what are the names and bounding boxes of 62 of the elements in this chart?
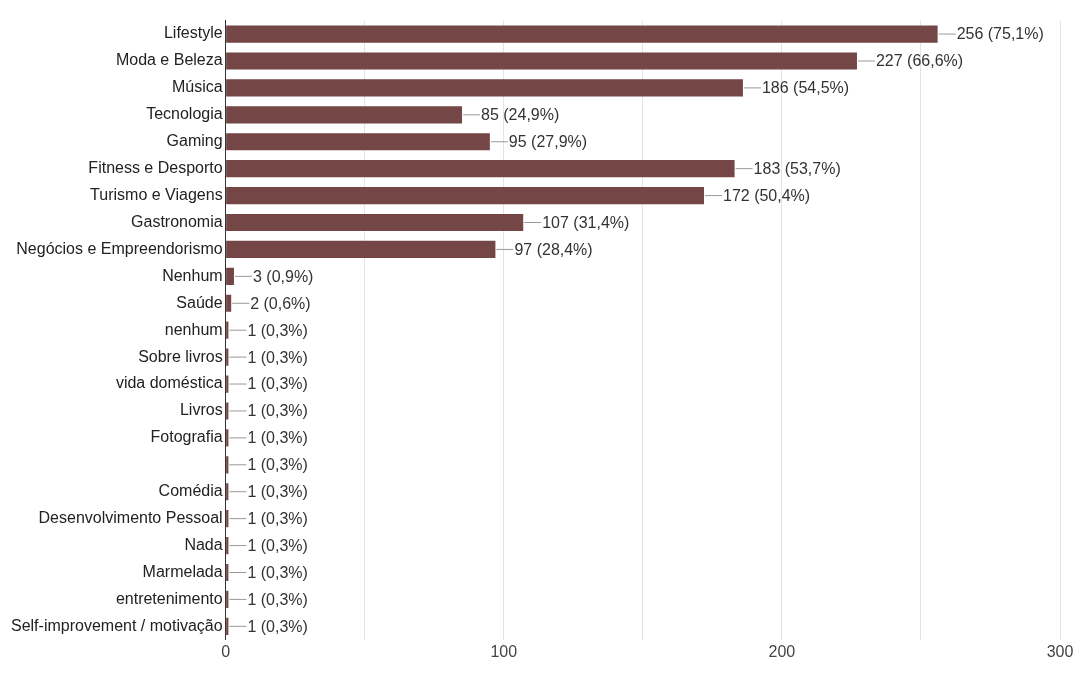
data-label: 97 (28,4%) — [514, 240, 593, 258]
y-tick-label: nenhum — [164, 320, 223, 338]
data-label: 85 (24,9%) — [481, 106, 560, 124]
y-tick-label: Desenvolvimento Pessoal — [38, 509, 223, 527]
data-label: 1 (0,3%) — [247, 483, 308, 501]
y-tick-label: Fitness e Desporto — [88, 159, 223, 177]
y-tick-label: Saúde — [176, 293, 223, 311]
bar — [226, 25, 938, 43]
bar — [226, 240, 496, 259]
data-label: 256 (75,1%) — [956, 25, 1044, 43]
y-tick-label: Gastronomia — [131, 212, 223, 230]
bar — [226, 160, 735, 178]
bar — [226, 375, 229, 393]
data-label: 3 (0,9%) — [252, 267, 314, 285]
data-label: 186 (54,5%) — [761, 79, 850, 97]
x-tick-label: 200 — [768, 642, 796, 660]
data-label: 1 (0,3%) — [247, 348, 308, 366]
data-label: 2 (0,6%) — [250, 294, 311, 312]
data-label: 1 (0,3%) — [247, 402, 308, 420]
y-tick-label: Moda e Beleza — [115, 51, 223, 69]
bar — [226, 267, 234, 285]
bar — [226, 106, 463, 124]
bar — [226, 133, 490, 151]
y-tick-label: Turismo e Viagens — [90, 186, 223, 203]
data-label: 227 (66,6%) — [875, 52, 964, 70]
data-label: 1 (0,3%) — [247, 563, 308, 581]
y-tick-label: Tecnologia — [146, 105, 223, 123]
x-tick-label: 100 — [490, 642, 518, 660]
bar — [226, 402, 229, 420]
x-tick-label: 0 — [221, 642, 231, 660]
bar — [226, 79, 743, 97]
y-tick-label: Gaming — [166, 132, 223, 150]
y-tick-label: Lifestyle — [163, 24, 223, 42]
data-label: 95 (27,9%) — [508, 133, 588, 151]
y-tick-label: Música — [171, 78, 223, 96]
data-label: 1 (0,3%) — [247, 590, 308, 608]
data-label: 107 (31,4%) — [542, 213, 630, 231]
data-label: 172 (50,4%) — [723, 187, 811, 204]
data-label: 183 (53,7%) — [753, 160, 841, 178]
bar — [226, 52, 857, 70]
data-label: 1 (0,3%) — [247, 510, 308, 528]
data-label: 1 (0,3%) — [247, 429, 308, 447]
data-label: 1 (0,3%) — [247, 456, 308, 474]
y-tick-label: Livros — [179, 401, 223, 419]
data-label: 1 (0,3%) — [247, 375, 308, 393]
bar — [226, 294, 232, 312]
y-tick-label: Comédia — [158, 482, 223, 500]
y-tick-label: Nenhum — [162, 266, 223, 284]
y-tick-label: Marmelada — [142, 562, 223, 580]
y-tick-label: Negócios e Empreendorismo — [16, 239, 223, 257]
y-tick-label: Sobre livros — [138, 347, 223, 365]
y-tick-label: Fotografia — [150, 428, 223, 446]
x-tick-label: 300 — [1046, 642, 1074, 660]
y-tick-label: vida doméstica — [115, 374, 223, 392]
data-label: 1 (0,3%) — [247, 617, 308, 635]
data-label: 1 (0,3%) — [247, 321, 308, 339]
y-tick-label: Self-improvement / motivação — [10, 616, 223, 634]
bar — [226, 213, 524, 232]
y-tick-label: Nada — [184, 535, 223, 553]
y-tick-label: entretenimento — [115, 589, 223, 607]
data-label: 1 (0,3%) — [247, 536, 308, 554]
bar — [226, 187, 704, 205]
